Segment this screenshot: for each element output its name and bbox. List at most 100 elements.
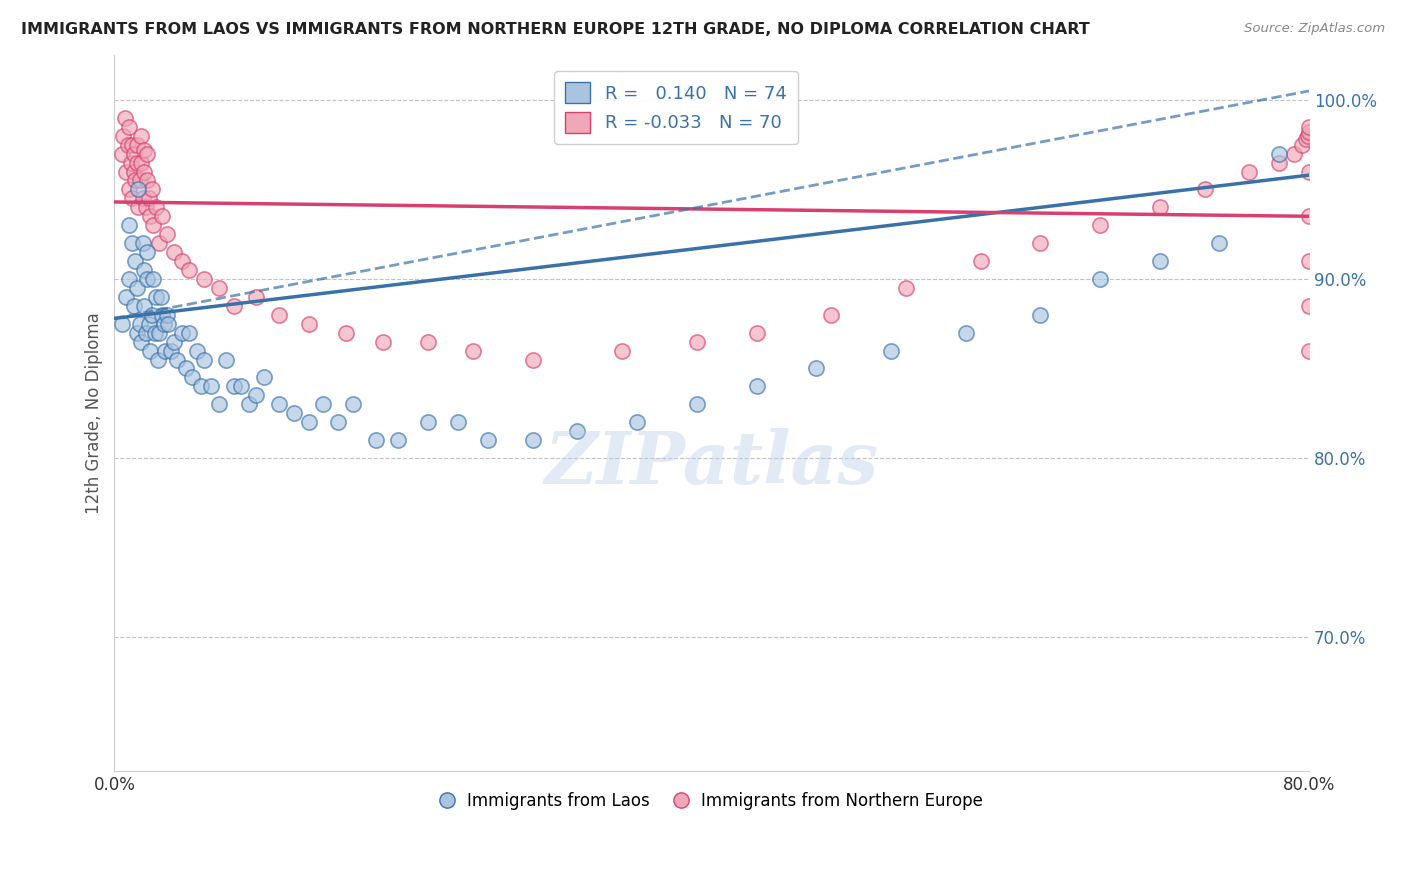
Point bbox=[115, 290, 138, 304]
Point bbox=[1029, 236, 1052, 251]
Point bbox=[1029, 308, 1052, 322]
Point bbox=[132, 236, 155, 251]
Point bbox=[373, 334, 395, 349]
Point bbox=[174, 361, 197, 376]
Point bbox=[297, 317, 319, 331]
Point bbox=[1295, 132, 1317, 146]
Point bbox=[134, 143, 156, 157]
Point bbox=[200, 379, 222, 393]
Point bbox=[150, 308, 173, 322]
Point bbox=[1282, 146, 1305, 161]
Text: IMMIGRANTS FROM LAOS VS IMMIGRANTS FROM NORTHERN EUROPE 12TH GRADE, NO DIPLOMA C: IMMIGRANTS FROM LAOS VS IMMIGRANTS FROM … bbox=[21, 22, 1090, 37]
Point bbox=[134, 164, 156, 178]
Point bbox=[969, 254, 991, 268]
Point bbox=[1298, 125, 1320, 139]
Point bbox=[477, 433, 499, 447]
Point bbox=[124, 254, 146, 268]
Point bbox=[114, 111, 136, 125]
Point bbox=[312, 397, 335, 411]
Point bbox=[745, 326, 768, 340]
Point bbox=[138, 191, 160, 205]
Point bbox=[1298, 299, 1320, 313]
Point bbox=[121, 137, 143, 152]
Point bbox=[1268, 155, 1291, 169]
Point bbox=[135, 326, 157, 340]
Point bbox=[134, 263, 156, 277]
Point bbox=[955, 326, 977, 340]
Point bbox=[1088, 272, 1111, 286]
Point bbox=[111, 146, 134, 161]
Point bbox=[118, 182, 141, 196]
Point bbox=[136, 272, 159, 286]
Point bbox=[335, 326, 357, 340]
Point bbox=[231, 379, 253, 393]
Point bbox=[181, 370, 204, 384]
Point bbox=[129, 128, 152, 143]
Point bbox=[138, 317, 160, 331]
Point bbox=[1296, 128, 1319, 143]
Point bbox=[245, 290, 267, 304]
Point bbox=[267, 308, 290, 322]
Point bbox=[208, 281, 231, 295]
Point bbox=[215, 352, 238, 367]
Point bbox=[132, 191, 155, 205]
Point bbox=[121, 191, 143, 205]
Point bbox=[522, 433, 544, 447]
Point bbox=[745, 379, 768, 393]
Point bbox=[880, 343, 903, 358]
Point bbox=[127, 200, 149, 214]
Point bbox=[124, 173, 146, 187]
Point bbox=[156, 227, 179, 242]
Point bbox=[820, 308, 842, 322]
Point bbox=[894, 281, 917, 295]
Point bbox=[120, 155, 142, 169]
Point bbox=[166, 352, 188, 367]
Point bbox=[118, 272, 141, 286]
Point bbox=[125, 281, 148, 295]
Point bbox=[1149, 200, 1171, 214]
Point bbox=[170, 326, 193, 340]
Point bbox=[111, 317, 134, 331]
Point bbox=[112, 128, 135, 143]
Point bbox=[238, 397, 260, 411]
Point bbox=[148, 326, 170, 340]
Point bbox=[208, 397, 231, 411]
Point bbox=[567, 424, 589, 438]
Point bbox=[129, 334, 152, 349]
Point bbox=[342, 397, 364, 411]
Point bbox=[1208, 236, 1230, 251]
Point bbox=[461, 343, 484, 358]
Point bbox=[686, 397, 709, 411]
Point bbox=[156, 308, 179, 322]
Point bbox=[136, 245, 159, 260]
Point bbox=[1149, 254, 1171, 268]
Point bbox=[139, 209, 162, 223]
Point bbox=[1298, 254, 1320, 268]
Point bbox=[177, 326, 200, 340]
Point bbox=[118, 120, 141, 134]
Point bbox=[153, 343, 176, 358]
Point bbox=[136, 173, 159, 187]
Point bbox=[117, 137, 139, 152]
Point bbox=[160, 343, 183, 358]
Point bbox=[222, 299, 245, 313]
Point bbox=[364, 433, 387, 447]
Point bbox=[1239, 164, 1261, 178]
Text: ZIPatlas: ZIPatlas bbox=[544, 428, 879, 499]
Point bbox=[143, 326, 166, 340]
Point bbox=[626, 415, 648, 429]
Point bbox=[416, 415, 439, 429]
Point bbox=[152, 317, 174, 331]
Point bbox=[125, 137, 148, 152]
Point bbox=[522, 352, 544, 367]
Point bbox=[610, 343, 633, 358]
Point bbox=[141, 308, 163, 322]
Point bbox=[129, 155, 152, 169]
Point bbox=[146, 352, 169, 367]
Point bbox=[145, 290, 167, 304]
Point bbox=[141, 182, 163, 196]
Point bbox=[128, 173, 150, 187]
Point bbox=[134, 299, 156, 313]
Point bbox=[148, 236, 170, 251]
Point bbox=[125, 155, 148, 169]
